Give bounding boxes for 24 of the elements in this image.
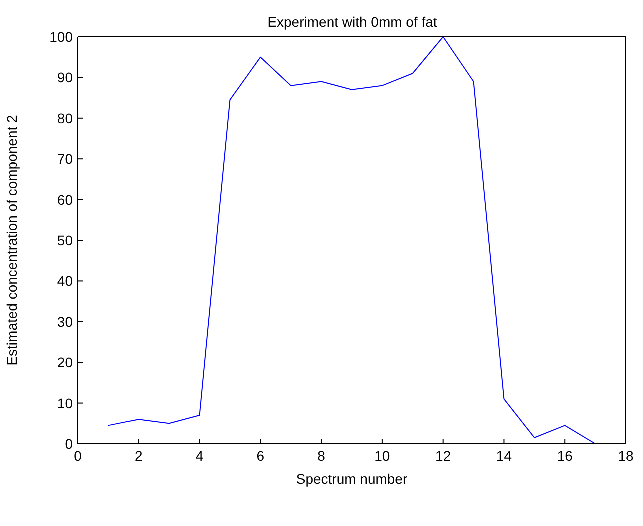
- x-tick-label: 14: [496, 448, 512, 464]
- y-tick-label: 40: [57, 273, 74, 290]
- y-tick-label: 60: [57, 192, 74, 208]
- x-tick-label: 6: [256, 448, 265, 464]
- x-tick-label: 18: [618, 448, 634, 464]
- y-tick-label: 70: [57, 151, 74, 168]
- y-tick-label: 100: [50, 28, 74, 45]
- x-tick-label: 2: [134, 448, 143, 464]
- y-tick-label: 20: [57, 354, 74, 371]
- x-axis-title: Spectrum number: [296, 471, 408, 487]
- x-tick-label: 10: [374, 448, 390, 464]
- y-tick-label: 90: [57, 70, 74, 86]
- x-tick-label: 12: [436, 448, 452, 464]
- x-tick-label: 4: [196, 448, 204, 464]
- y-tick-label: 10: [57, 395, 74, 412]
- y-tick-label: 30: [57, 314, 74, 330]
- y-tick-label: 80: [57, 110, 74, 126]
- x-tick-label: 16: [557, 448, 574, 464]
- y-axis-title: Estimated concentration of component 2: [4, 114, 20, 366]
- line-series: [108, 37, 596, 444]
- x-tick-label: 8: [318, 448, 326, 464]
- y-tick-label: 50: [57, 232, 74, 248]
- chart-title: Experiment with 0mm of fat: [266, 14, 438, 30]
- y-tick-label: 0: [65, 436, 74, 452]
